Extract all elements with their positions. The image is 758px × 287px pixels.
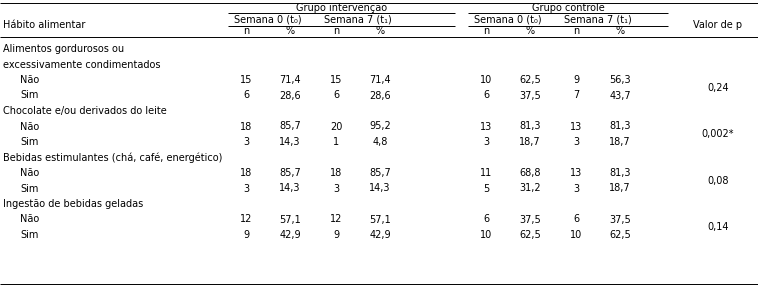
Text: 37,5: 37,5 [519, 90, 541, 100]
Text: Grupo intervenção: Grupo intervenção [296, 3, 387, 13]
Text: 71,4: 71,4 [369, 75, 391, 85]
Text: 6: 6 [573, 214, 579, 224]
Text: Grupo controle: Grupo controle [531, 3, 604, 13]
Text: 85,7: 85,7 [369, 168, 391, 178]
Text: Não: Não [20, 168, 39, 178]
Text: Não: Não [20, 75, 39, 85]
Text: 18,7: 18,7 [609, 183, 631, 193]
Text: Ingestão de bebidas geladas: Ingestão de bebidas geladas [3, 199, 143, 209]
Text: 13: 13 [480, 121, 492, 131]
Text: n: n [483, 26, 489, 36]
Text: Semana 7 (t₁): Semana 7 (t₁) [564, 15, 632, 24]
Text: 18,7: 18,7 [519, 137, 540, 147]
Text: 0,08: 0,08 [707, 176, 728, 186]
Text: 37,5: 37,5 [609, 214, 631, 224]
Text: 43,7: 43,7 [609, 90, 631, 100]
Text: 0,14: 0,14 [707, 222, 728, 232]
Text: 85,7: 85,7 [279, 168, 301, 178]
Text: 3: 3 [243, 183, 249, 193]
Text: %: % [525, 26, 534, 36]
Text: 0,002*: 0,002* [702, 129, 735, 139]
Text: 81,3: 81,3 [609, 168, 631, 178]
Text: 42,9: 42,9 [369, 230, 391, 240]
Text: 81,3: 81,3 [609, 121, 631, 131]
Text: 6: 6 [483, 214, 489, 224]
Text: 18: 18 [240, 168, 252, 178]
Text: 15: 15 [330, 75, 342, 85]
Text: 4,8: 4,8 [372, 137, 387, 147]
Text: 3: 3 [483, 137, 489, 147]
Text: 62,5: 62,5 [519, 75, 541, 85]
Text: %: % [375, 26, 384, 36]
Text: Chocolate e/ou derivados do leite: Chocolate e/ou derivados do leite [3, 106, 167, 116]
Text: 9: 9 [573, 75, 579, 85]
Text: 6: 6 [243, 90, 249, 100]
Text: 68,8: 68,8 [519, 168, 540, 178]
Text: 1: 1 [333, 137, 339, 147]
Text: n: n [243, 26, 249, 36]
Text: 12: 12 [330, 214, 342, 224]
Text: 3: 3 [573, 183, 579, 193]
Text: 81,3: 81,3 [519, 121, 540, 131]
Text: excessivamente condimentados: excessivamente condimentados [3, 59, 161, 69]
Text: 10: 10 [480, 230, 492, 240]
Text: 15: 15 [240, 75, 252, 85]
Text: 9: 9 [243, 230, 249, 240]
Text: Bebidas estimulantes (chá, café, energético): Bebidas estimulantes (chá, café, energét… [3, 152, 222, 163]
Text: 3: 3 [333, 183, 339, 193]
Text: 3: 3 [573, 137, 579, 147]
Text: 6: 6 [483, 90, 489, 100]
Text: Sim: Sim [20, 90, 39, 100]
Text: 18: 18 [330, 168, 342, 178]
Text: Semana 7 (t₁): Semana 7 (t₁) [324, 15, 392, 24]
Text: n: n [333, 26, 339, 36]
Text: 62,5: 62,5 [519, 230, 541, 240]
Text: %: % [615, 26, 625, 36]
Text: 62,5: 62,5 [609, 230, 631, 240]
Text: 57,1: 57,1 [279, 214, 301, 224]
Text: 7: 7 [573, 90, 579, 100]
Text: 28,6: 28,6 [369, 90, 391, 100]
Text: 14,3: 14,3 [279, 137, 301, 147]
Text: 14,3: 14,3 [279, 183, 301, 193]
Text: 57,1: 57,1 [369, 214, 391, 224]
Text: Não: Não [20, 121, 39, 131]
Text: 37,5: 37,5 [519, 214, 541, 224]
Text: 85,7: 85,7 [279, 121, 301, 131]
Text: 5: 5 [483, 183, 489, 193]
Text: Alimentos gordurosos ou: Alimentos gordurosos ou [3, 44, 124, 54]
Text: Não: Não [20, 214, 39, 224]
Text: Sim: Sim [20, 230, 39, 240]
Text: 11: 11 [480, 168, 492, 178]
Text: Sim: Sim [20, 183, 39, 193]
Text: 12: 12 [240, 214, 252, 224]
Text: %: % [286, 26, 295, 36]
Text: 10: 10 [480, 75, 492, 85]
Text: Semana 0 (t₀): Semana 0 (t₀) [475, 15, 542, 24]
Text: 56,3: 56,3 [609, 75, 631, 85]
Text: 28,6: 28,6 [279, 90, 301, 100]
Text: n: n [573, 26, 579, 36]
Text: 18: 18 [240, 121, 252, 131]
Text: Valor de p: Valor de p [694, 20, 743, 30]
Text: 18,7: 18,7 [609, 137, 631, 147]
Text: 0,24: 0,24 [707, 83, 728, 93]
Text: 6: 6 [333, 90, 339, 100]
Text: 71,4: 71,4 [279, 75, 301, 85]
Text: 3: 3 [243, 137, 249, 147]
Text: 13: 13 [570, 168, 582, 178]
Text: 10: 10 [570, 230, 582, 240]
Text: 14,3: 14,3 [369, 183, 391, 193]
Text: 9: 9 [333, 230, 339, 240]
Text: Semana 0 (t₀): Semana 0 (t₀) [234, 15, 302, 24]
Text: Hábito alimentar: Hábito alimentar [3, 20, 86, 30]
Text: 31,2: 31,2 [519, 183, 540, 193]
Text: Sim: Sim [20, 137, 39, 147]
Text: 20: 20 [330, 121, 342, 131]
Text: 42,9: 42,9 [279, 230, 301, 240]
Text: 13: 13 [570, 121, 582, 131]
Text: 95,2: 95,2 [369, 121, 391, 131]
